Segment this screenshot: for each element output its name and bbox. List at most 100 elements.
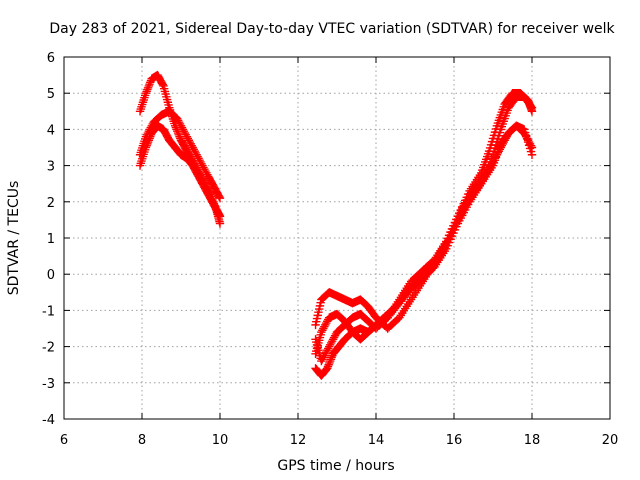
data-point-welk-c [142,130,152,140]
data-point-welk-c [198,161,207,170]
data-point-welk-g [319,353,328,362]
data-point-welk-d [323,362,333,371]
data-point-welk-d [323,364,332,373]
data-point-welk-g [326,338,336,348]
x-tick-label: 10 [212,433,229,448]
data-point-welk-c [193,152,202,161]
data-point-welk-f [521,132,531,141]
data-point-welk-c [201,166,210,176]
x-tick-label: 12 [290,433,307,448]
data-point-welk-a [143,83,153,92]
data-point-welk-c [145,125,154,134]
data-point-welk-a [143,85,152,94]
data-point-welk-c [147,121,156,130]
data-point-welk-a [142,87,151,96]
data-point-welk-f [520,128,529,138]
data-point-welk-c [194,154,203,163]
data-point-welk-c [190,146,199,156]
chart-title: Day 283 of 2021, Sidereal Day-to-day VTE… [49,21,615,37]
data-point-welk-d [527,150,537,159]
data-point-welk-a [175,132,184,141]
data-points [135,70,537,380]
x-tick-label: 8 [138,433,146,448]
data-point-welk-f [522,134,532,143]
data-point-welk-g [325,342,334,351]
data-point-welk-d [325,358,334,368]
data-point-welk-a [145,79,154,89]
y-axis-label: SDTVAR / TECUs [6,181,22,296]
data-point-welk-g [318,355,327,364]
data-point-welk-c [177,123,187,132]
y-tick-label: -3 [42,377,55,392]
y-tick-label: 5 [47,87,55,102]
data-point-welk-c [195,155,204,165]
data-point-welk-g [482,165,492,174]
data-point-welk-g [527,103,537,112]
data-point-welk-a [215,219,225,228]
data-point-welk-c [215,193,225,203]
y-tick-label: -1 [42,304,55,319]
data-point-welk-g [329,333,339,342]
data-point-welk-d [325,356,335,366]
data-point-welk-c [215,192,224,202]
data-point-welk-g [322,347,331,357]
x-tick-label: 16 [446,433,463,448]
data-point-welk-f [318,326,327,335]
data-point-welk-f [524,137,534,147]
data-point-welk-d [327,353,336,362]
x-axis-label: GPS time / hours [277,458,394,474]
data-point-welk-f [520,130,530,140]
data-point-welk-c [176,121,186,130]
y-tick-label: -4 [42,413,55,428]
data-point-welk-c [174,117,184,127]
data-point-welk-c [175,119,185,129]
data-point-welk-c [143,128,153,138]
data-point-welk-c [144,127,154,136]
data-point-welk-g [487,154,496,163]
data-point-welk-g [481,168,490,178]
data-point-welk-c [178,125,188,134]
data-point-welk-g [478,175,487,185]
data-point-welk-c [189,145,198,154]
data-point-welk-g [477,179,486,188]
data-point-welk-c [187,141,196,150]
data-point-welk-c [172,114,182,123]
data-point-welk-c [182,132,192,141]
y-tick-label: 3 [47,160,55,175]
data-point-welk-f [523,136,533,145]
data-point-welk-c [188,143,197,152]
data-point-welk-f [526,141,536,150]
data-point-welk-c [173,116,183,125]
data-point-welk-c [183,134,193,143]
data-point-welk-f [320,322,329,331]
data-point-welk-a [141,89,151,98]
data-point-welk-c [141,132,151,141]
y-tick-label: 6 [47,51,55,66]
y-tick-label: 0 [47,268,55,283]
data-point-welk-g [324,344,333,353]
data-point-welk-g [480,172,489,181]
data-point-welk-c [202,168,211,178]
data-point-welk-g [327,336,337,346]
data-point-welk-d [326,355,336,364]
data-point-welk-f [319,324,328,333]
data-point-welk-c [196,157,205,167]
x-tick-label: 18 [524,433,541,448]
x-tick-label: 20 [602,433,619,448]
y-tick-label: 2 [47,196,55,211]
data-point-welk-g [484,161,493,170]
data-point-welk-f [317,327,326,337]
data-point-welk-c [179,127,189,136]
data-point-welk-g [323,346,332,355]
x-tick-label: 6 [60,433,68,448]
data-point-welk-c [200,165,209,174]
data-point-welk-c [185,137,194,147]
data-point-welk-c [199,163,208,172]
data-point-welk-b [215,212,225,221]
data-point-welk-c [184,136,193,145]
x-tick-label: 14 [368,433,385,448]
y-tick-label: -2 [42,341,55,356]
data-point-welk-f [527,143,537,152]
